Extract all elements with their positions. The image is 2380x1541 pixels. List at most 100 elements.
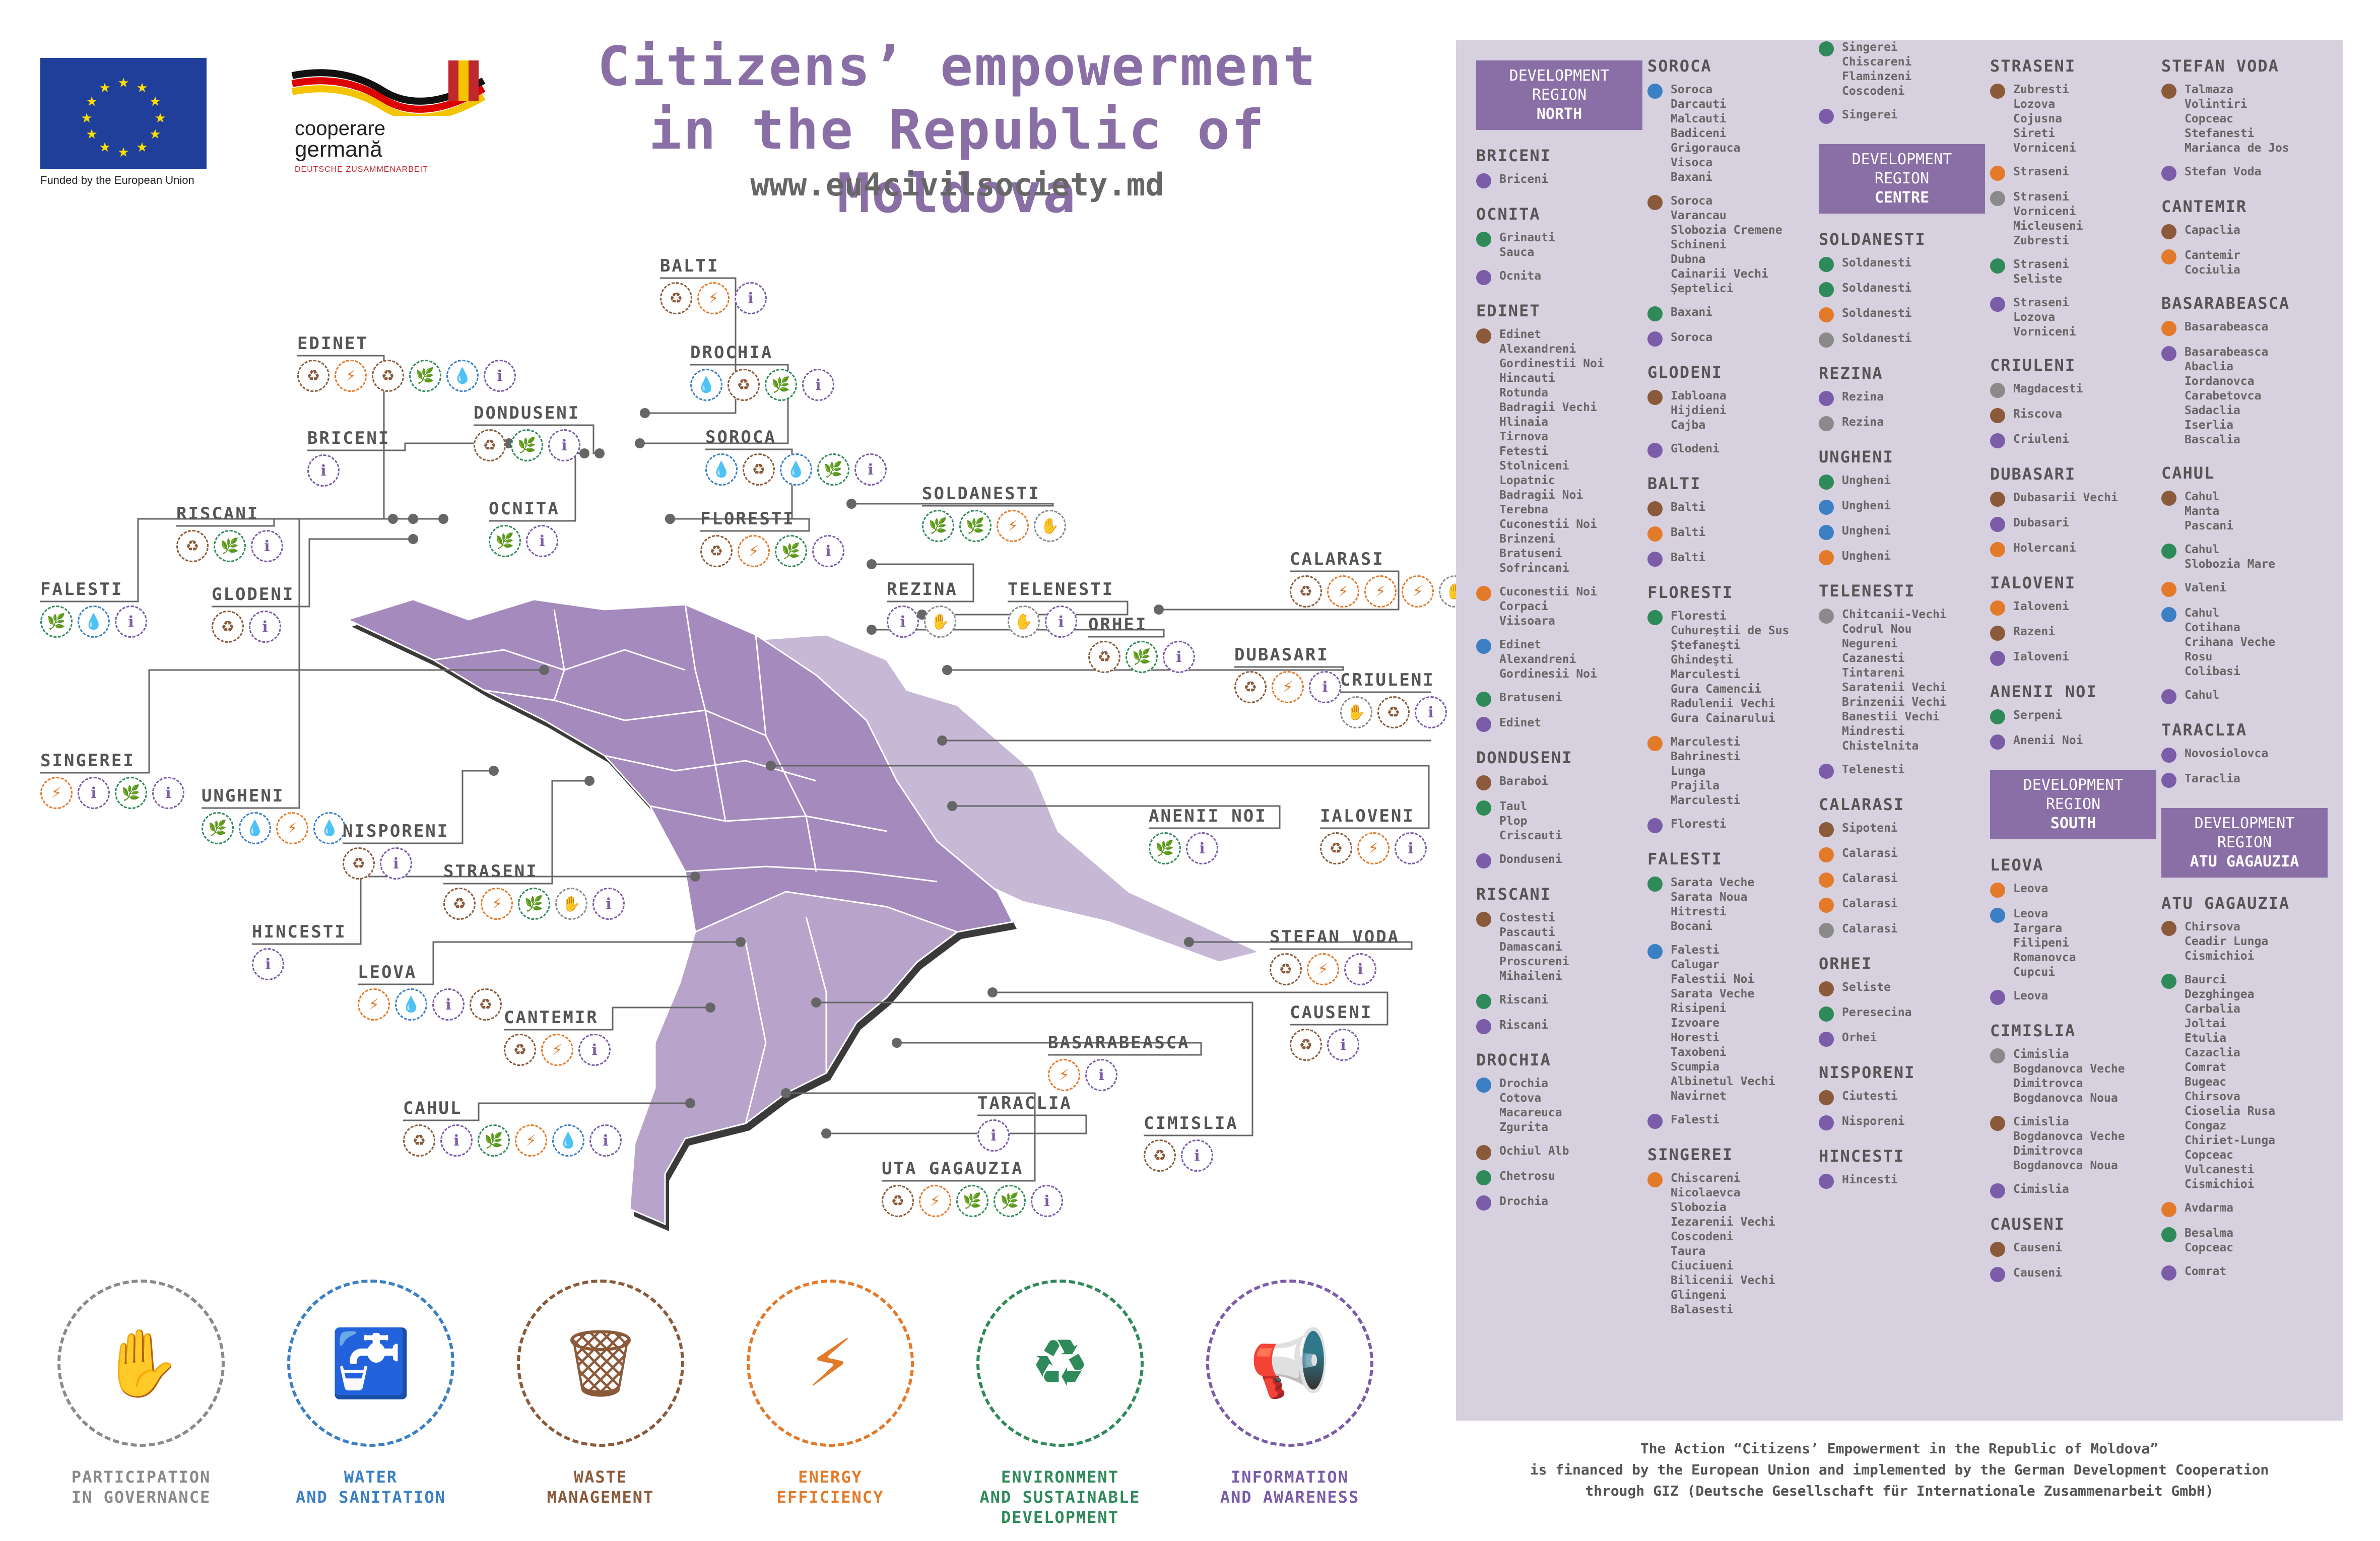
district-ialoveni[interactable]: IALOVENI ♻ ⚡ ℹ bbox=[1320, 806, 1427, 864]
district-causeni[interactable]: CAUSENI ♻ ℹ bbox=[1290, 1002, 1372, 1061]
panel-entry-text: Nisporeni bbox=[1842, 1115, 1905, 1128]
panel-entry: Basarabeasca bbox=[2161, 320, 2328, 336]
district-cimislia[interactable]: CIMISLIA ♻ ℹ bbox=[1144, 1113, 1238, 1172]
district-stefan-voda[interactable]: STEFAN VODA ♻ ⚡ ℹ bbox=[1270, 927, 1400, 985]
district-falesti[interactable]: FALESTI 🌿 💧 ℹ bbox=[40, 579, 147, 638]
environment-icon: 🌿 bbox=[1149, 832, 1181, 864]
water-icon: 💧 bbox=[395, 988, 427, 1021]
panel-district-heading: REZINA bbox=[1819, 364, 1883, 383]
legend-label: PARTICIPATION IN GOVERNANCE bbox=[35, 1467, 247, 1507]
leader-line bbox=[358, 941, 741, 985]
panel-entry: Ungheni bbox=[1819, 499, 1985, 515]
funding-footnote: The Action “Citizens’ Empowerment in the… bbox=[1456, 1438, 2343, 1502]
district-uta-gagauzia[interactable]: UTA GAGAUZIA ♻ ⚡ 🌿 🌿 ℹ bbox=[882, 1159, 1063, 1217]
district-calarasi[interactable]: CALARASI ♻ ⚡ ⚡ ⚡ ✋ bbox=[1290, 549, 1471, 608]
district-edinet[interactable]: EDINET ♻ ⚡ ♻ 🌿 💧 ℹ bbox=[297, 333, 516, 392]
panel-entry: Baxani bbox=[1647, 305, 1814, 321]
district-rezina[interactable]: REZINA ℹ ✋ bbox=[887, 579, 958, 638]
svg-text:★: ★ bbox=[154, 111, 166, 126]
panel-entry: Causeni bbox=[1990, 1266, 2156, 1282]
district-nisporeni[interactable]: NISPORENI ♻ ℹ bbox=[343, 821, 449, 880]
district-briceni[interactable]: BRICENI ℹ bbox=[307, 428, 390, 487]
environment-icon: 🌿 bbox=[518, 888, 550, 920]
environment-icon: 🌿 bbox=[959, 510, 991, 542]
legend-item-information: 📢 INFORMATION AND AWARENESS bbox=[1184, 1280, 1396, 1531]
governance-icon: ✋ bbox=[924, 606, 956, 638]
district-riscani[interactable]: RISCANI ♻ 🌿 ℹ bbox=[176, 504, 283, 562]
district-cahul[interactable]: CAHUL ♻ ℹ 🌿 ⚡ 💧 ℹ bbox=[403, 1098, 622, 1157]
district-donduseni[interactable]: DONDUSENI ♻ 🌿 ℹ bbox=[474, 403, 580, 461]
waste-icon: ♻ bbox=[1290, 575, 1322, 608]
panel-district-heading: LEOVA bbox=[1990, 855, 2044, 875]
district-label: STRASENI bbox=[443, 861, 538, 882]
district-basarabeasca[interactable]: BASARABEASCA ⚡ ℹ bbox=[1048, 1033, 1190, 1091]
panel-entry-text: Cantemir Cociulia bbox=[2185, 249, 2240, 277]
region-box-line: SOUTH bbox=[2050, 815, 2096, 832]
panel-entry: Riscani bbox=[1476, 993, 1642, 1009]
information-icon bbox=[1990, 1183, 2005, 1198]
district-singerei[interactable]: SINGEREI ⚡ ℹ 🌿 ℹ bbox=[40, 751, 184, 809]
panel-district-heading: CAHUL bbox=[2161, 463, 2215, 483]
district-criuleni[interactable]: CRIULENI ✋ ♻ ℹ bbox=[1340, 670, 1447, 728]
district-drochia[interactable]: DROCHIA 💧 ♻ 🌿 ℹ bbox=[690, 343, 834, 401]
panel-entry-text: Edinet bbox=[1499, 716, 1542, 729]
district-cantemir[interactable]: CANTEMIR ♻ ⚡ ℹ bbox=[504, 1008, 611, 1066]
district-glodeni[interactable]: GLODENI ♻ ℹ bbox=[212, 584, 294, 643]
district-label: STEFAN VODA bbox=[1270, 927, 1400, 947]
district-telenesti[interactable]: TELENESTI ✋ ℹ bbox=[1008, 579, 1114, 638]
panel-entry-text: Floresti Cuhureştii de Sus Ştefaneşti Gh… bbox=[1671, 610, 1790, 725]
panel-entry: Anenii Noi bbox=[1990, 733, 2156, 750]
panel-column-3: Singerei Chiscareni Flaminzeni Coscodeni… bbox=[1819, 40, 1985, 1198]
panel-entry: Floresti bbox=[1647, 817, 1814, 833]
panel-entry: Magdacesti bbox=[1990, 382, 2156, 398]
energy-icon: ⚡ bbox=[1364, 575, 1397, 608]
district-dot bbox=[388, 514, 398, 524]
environment-icon bbox=[1476, 692, 1491, 707]
information-icon bbox=[1647, 331, 1663, 347]
energy-icon: ⚡ bbox=[919, 1185, 951, 1217]
district-soldanesti[interactable]: SOLDANESTI 🌿 🌿 ⚡ ✋ bbox=[922, 484, 1066, 542]
panel-entry-text: Stefan Voda bbox=[2185, 165, 2262, 178]
information-icon: ℹ bbox=[887, 606, 919, 638]
environment-icon bbox=[1990, 258, 2005, 274]
legend-label: INFORMATION AND AWARENESS bbox=[1184, 1467, 1396, 1507]
svg-text:★: ★ bbox=[117, 76, 129, 91]
water-icon: 💧 bbox=[313, 812, 346, 844]
region-box-line: DEVELOPMENT bbox=[2023, 776, 2124, 794]
water-icon bbox=[1476, 639, 1491, 654]
district-ungheni[interactable]: UNGHENI 🌿 💧 ⚡ 💧 bbox=[202, 786, 346, 844]
panel-entry-text: Comrat bbox=[2185, 1265, 2227, 1278]
panel-entry-text: Soroca bbox=[1671, 331, 1713, 344]
waste-icon bbox=[1819, 1090, 1834, 1105]
environment-icon: 🌿 bbox=[478, 1124, 510, 1157]
district-ocnita[interactable]: OCNITA 🌿 ℹ bbox=[489, 499, 560, 557]
district-dubasari[interactable]: DUBASARI ♻ ⚡ ℹ bbox=[1234, 645, 1341, 703]
panel-entry: Bratuseni bbox=[1476, 691, 1642, 707]
district-leova[interactable]: LEOVA ⚡ 💧 ℹ ♻ bbox=[358, 962, 502, 1021]
information-icon bbox=[1990, 433, 2005, 448]
panel-district-heading: GLODENI bbox=[1647, 363, 1723, 382]
district-label: UTA GAGAUZIA bbox=[882, 1159, 1024, 1179]
information-icon: ℹ bbox=[526, 525, 558, 557]
energy-icon: ⚡ bbox=[738, 535, 770, 567]
district-balti[interactable]: BALTI ♻ ⚡ ℹ bbox=[660, 256, 767, 314]
panel-entry-text: Basarabeasca Abaclia Iordanovca Carabeto… bbox=[2185, 346, 2269, 446]
district-label: CALARASI bbox=[1290, 549, 1384, 569]
district-orhei[interactable]: ORHEI ♻ 🌿 ℹ bbox=[1088, 615, 1195, 673]
panel-district-heading: SINGEREI bbox=[1647, 1145, 1734, 1164]
district-straseni[interactable]: STRASENI ♻ ⚡ 🌿 ✋ ℹ bbox=[443, 861, 625, 920]
panel-district-heading: SOLDANESTI bbox=[1819, 230, 1926, 249]
district-anenii-noi[interactable]: ANENII NOI 🌿 ℹ bbox=[1149, 806, 1267, 864]
panel-district-heading: BRICENI bbox=[1476, 146, 1551, 165]
panel-entry: Calarasi bbox=[1819, 922, 1985, 938]
district-taraclia[interactable]: TARACLIA ℹ bbox=[977, 1093, 1072, 1152]
waste-icon bbox=[1990, 492, 2005, 507]
website-url[interactable]: www.eu4civilsociety.md bbox=[750, 166, 1164, 203]
district-floresti[interactable]: FLORESTI ♻ ⚡ 🌿 ℹ bbox=[700, 509, 844, 567]
panel-district-heading: ATU GAGAUZIA bbox=[2161, 894, 2290, 913]
panel-entry: Balti bbox=[1647, 525, 1814, 542]
district-hincesti[interactable]: HINCESTI ℹ bbox=[252, 922, 347, 980]
energy-icon bbox=[1647, 736, 1663, 751]
district-soroca[interactable]: SOROCA 💧 ♻ 💧 🌿 ℹ bbox=[705, 427, 887, 486]
information-icon bbox=[1476, 853, 1491, 868]
